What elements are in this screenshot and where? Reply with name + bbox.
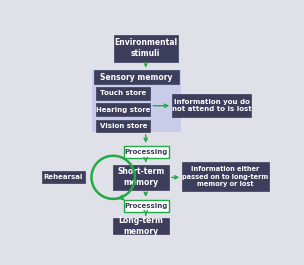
FancyBboxPatch shape	[114, 35, 178, 62]
FancyBboxPatch shape	[92, 70, 181, 132]
FancyBboxPatch shape	[113, 218, 169, 233]
Text: Vision store: Vision store	[99, 123, 147, 129]
Text: Long-term
memory: Long-term memory	[119, 216, 164, 236]
Text: Sensory memory: Sensory memory	[100, 73, 173, 82]
Text: Rehearsal: Rehearsal	[43, 174, 83, 180]
Text: Information either
passed on to long-term
memory or lost: Information either passed on to long-ter…	[182, 166, 269, 187]
FancyBboxPatch shape	[113, 165, 169, 190]
FancyBboxPatch shape	[124, 146, 169, 158]
Text: Information you do
not attend to is lost: Information you do not attend to is lost	[172, 99, 251, 112]
FancyBboxPatch shape	[96, 103, 150, 116]
Text: Environmental
stimuli: Environmental stimuli	[114, 38, 177, 58]
FancyBboxPatch shape	[172, 94, 251, 117]
FancyBboxPatch shape	[124, 200, 169, 212]
Text: Touch store: Touch store	[100, 90, 146, 96]
FancyBboxPatch shape	[96, 120, 150, 132]
Text: Hearing store: Hearing store	[96, 107, 150, 113]
Text: Short-term
memory: Short-term memory	[117, 167, 165, 187]
FancyBboxPatch shape	[42, 171, 85, 183]
Text: Processing: Processing	[125, 203, 168, 209]
FancyBboxPatch shape	[94, 70, 179, 84]
Text: Processing: Processing	[125, 149, 168, 155]
FancyBboxPatch shape	[182, 162, 269, 191]
FancyBboxPatch shape	[96, 87, 150, 100]
